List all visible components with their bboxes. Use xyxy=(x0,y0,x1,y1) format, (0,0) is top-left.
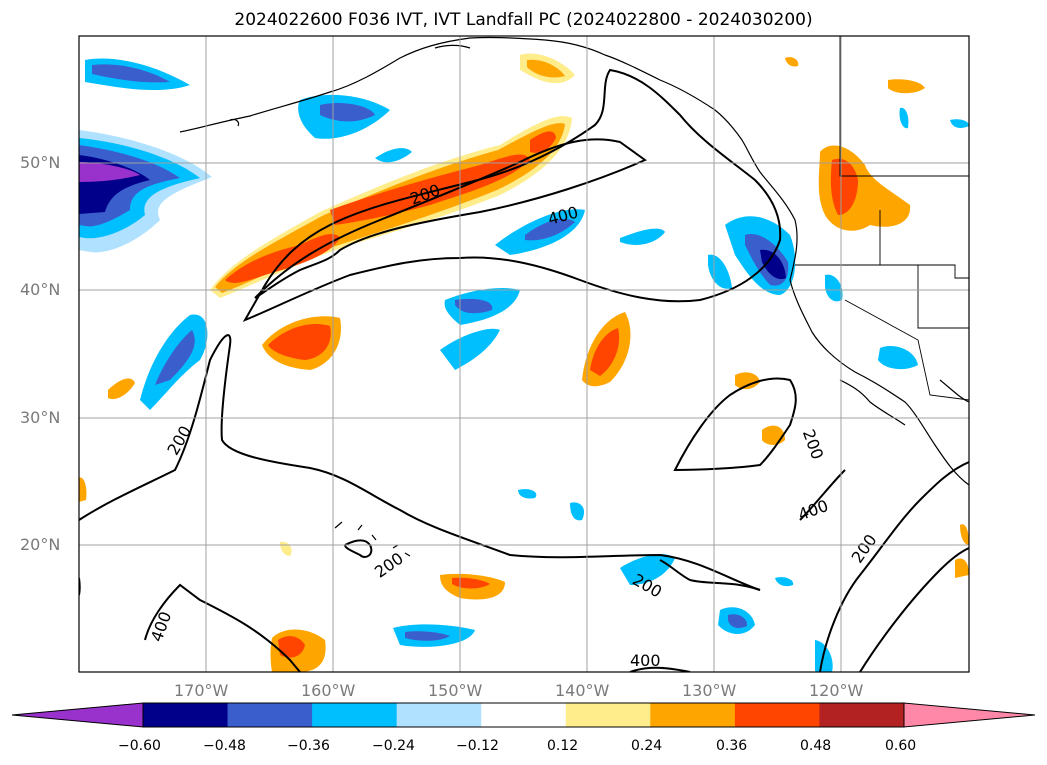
map-frame xyxy=(78,35,970,673)
lat-label: 30°N xyxy=(20,408,61,427)
colorbar-segment xyxy=(143,703,229,727)
lat-label: 40°N xyxy=(20,280,61,299)
colorbar xyxy=(11,702,1036,728)
contour-label: 400 xyxy=(630,651,661,670)
lon-label: 160°W xyxy=(301,681,356,700)
ivt-map: 200 400 400 200 400 200 200 200 400 200 xyxy=(78,35,970,673)
lat-label: 50°N xyxy=(20,153,61,172)
lon-label: 170°W xyxy=(174,681,229,700)
colorbar-tick: 0.12 xyxy=(547,738,579,754)
colorbar-tick: −0.24 xyxy=(372,738,415,754)
coastlines xyxy=(179,37,969,557)
colorbar-tick: −0.36 xyxy=(287,738,330,754)
colorbar-extend-max xyxy=(903,702,1036,728)
colorbar-tick: 0.24 xyxy=(631,738,663,754)
political-borders xyxy=(795,36,969,401)
lon-label: 120°W xyxy=(809,681,864,700)
colorbar-tick: 0.60 xyxy=(885,738,917,754)
lat-label: 20°N xyxy=(20,535,61,554)
positive-anomaly-patches xyxy=(79,53,969,672)
colorbar-tick: −0.12 xyxy=(456,738,499,754)
colorbar-tick: −0.48 xyxy=(203,738,246,754)
colorbar-tick: 0.36 xyxy=(716,738,748,754)
colorbar-extend-min xyxy=(11,702,144,728)
colorbar-tick: −0.60 xyxy=(118,738,161,754)
colorbar-segment xyxy=(650,703,736,727)
colorbar-segment xyxy=(819,703,905,727)
colorbar-segment xyxy=(565,703,651,727)
colorbar-tick: 0.48 xyxy=(800,738,832,754)
colorbar-segment xyxy=(481,703,567,727)
colorbar-segment xyxy=(734,703,820,727)
negative-anomaly-patches xyxy=(79,58,969,672)
gridlines xyxy=(79,36,969,672)
lon-label: 150°W xyxy=(428,681,483,700)
colorbar-segment xyxy=(312,703,398,727)
lon-label: 130°W xyxy=(682,681,737,700)
colorbar-segment xyxy=(396,703,482,727)
colorbar-segment xyxy=(227,703,313,727)
lon-label: 140°W xyxy=(555,681,610,700)
map-title: 2024022600 F036 IVT, IVT Landfall PC (20… xyxy=(234,10,813,30)
ivt-contours xyxy=(79,68,969,672)
